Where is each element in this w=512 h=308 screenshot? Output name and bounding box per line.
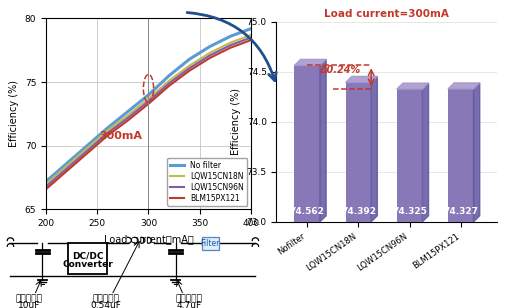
LQW15CN18N: [43, 182, 49, 186]
LQW15CN18N: [63, 164, 70, 168]
Line: LQW15CN18N: LQW15CN18N: [46, 35, 251, 184]
Text: 功率电感器: 功率电感器: [93, 295, 120, 304]
LQW15CN18N: [186, 64, 193, 67]
Text: 10uF: 10uF: [18, 301, 40, 308]
Text: 输出电容器: 输出电容器: [176, 295, 202, 304]
No filter: [43, 180, 49, 183]
LQW15CN96N: [63, 167, 70, 171]
BLM15PX121: [43, 187, 49, 191]
Polygon shape: [474, 83, 480, 222]
FancyBboxPatch shape: [202, 237, 219, 249]
LQW15CN96N: [248, 36, 254, 39]
Text: 74.392: 74.392: [341, 207, 376, 216]
BLM15PX121: [166, 84, 172, 88]
BLM15PX121: [63, 169, 70, 173]
Title: Load current=300mA: Load current=300mA: [324, 9, 449, 19]
Line: No filter: No filter: [46, 29, 251, 181]
BLM15PX121: [145, 102, 152, 106]
Text: 74.325: 74.325: [392, 207, 427, 216]
Text: 74.327: 74.327: [443, 207, 478, 216]
Polygon shape: [448, 83, 480, 89]
Y-axis label: Efficiency (%): Efficiency (%): [9, 80, 19, 148]
Text: 74.562: 74.562: [290, 207, 325, 216]
Polygon shape: [397, 83, 429, 89]
Polygon shape: [320, 59, 326, 222]
No filter: [104, 126, 111, 130]
LQW15CN18N: [145, 97, 152, 100]
LQW15CN96N: [207, 54, 213, 57]
Text: Filter: Filter: [200, 239, 220, 248]
LQW15CN96N: [43, 185, 49, 188]
Polygon shape: [346, 76, 377, 83]
Y-axis label: Efficiency (%): Efficiency (%): [231, 88, 241, 155]
No filter: [125, 110, 131, 113]
No filter: [186, 57, 193, 61]
Line: BLM15PX121: BLM15PX121: [46, 40, 251, 189]
Bar: [397, 89, 422, 222]
LQW15CN96N: [227, 43, 233, 47]
No filter: [145, 93, 152, 97]
No filter: [227, 34, 233, 38]
LQW15CN96N: [186, 66, 193, 70]
No filter: [248, 27, 254, 30]
Text: 0.54uF: 0.54uF: [91, 301, 122, 308]
Text: 输入电容器: 输入电容器: [16, 295, 42, 304]
BLM15PX121: [207, 56, 213, 60]
LQW15CN18N: [248, 33, 254, 37]
LQW15CN18N: [227, 41, 233, 45]
Text: DC/DC: DC/DC: [72, 252, 103, 261]
No filter: [207, 45, 213, 48]
Text: Converter: Converter: [62, 260, 113, 269]
Legend: No filter, LQW15CN18N, LQW15CN96N, BLM15PX121: No filter, LQW15CN18N, LQW15CN96N, BLM15…: [167, 158, 247, 206]
LQW15CN96N: [104, 131, 111, 135]
FancyBboxPatch shape: [69, 243, 107, 274]
No filter: [63, 162, 70, 165]
Bar: [448, 89, 474, 222]
Polygon shape: [371, 76, 377, 222]
Polygon shape: [422, 83, 429, 222]
LQW15CN96N: [145, 99, 152, 103]
LQW15CN18N: [104, 129, 111, 132]
Bar: [294, 65, 320, 222]
BLM15PX121: [186, 69, 193, 72]
LQW15CN18N: [207, 51, 213, 55]
BLM15PX121: [84, 152, 90, 155]
Bar: [346, 83, 371, 222]
BLM15PX121: [104, 134, 111, 137]
No filter: [166, 74, 172, 78]
LQW15CN96N: [84, 149, 90, 153]
Line: LQW15CN96N: LQW15CN96N: [46, 38, 251, 187]
Polygon shape: [294, 59, 326, 65]
No filter: [84, 144, 90, 148]
LQW15CN96N: [125, 116, 131, 120]
Text: 4.7uF: 4.7uF: [176, 301, 201, 308]
LQW15CN96N: [166, 82, 172, 85]
BLM15PX121: [125, 119, 131, 122]
LQW15CN18N: [125, 113, 131, 117]
BLM15PX121: [227, 46, 233, 50]
Text: Δ0.24%: Δ0.24%: [320, 65, 361, 75]
BLM15PX121: [248, 38, 254, 42]
Text: 300mA: 300mA: [99, 132, 142, 141]
LQW15CN18N: [166, 79, 172, 83]
X-axis label: Load current（mA）: Load current（mA）: [103, 234, 194, 244]
LQW15CN18N: [84, 147, 90, 150]
